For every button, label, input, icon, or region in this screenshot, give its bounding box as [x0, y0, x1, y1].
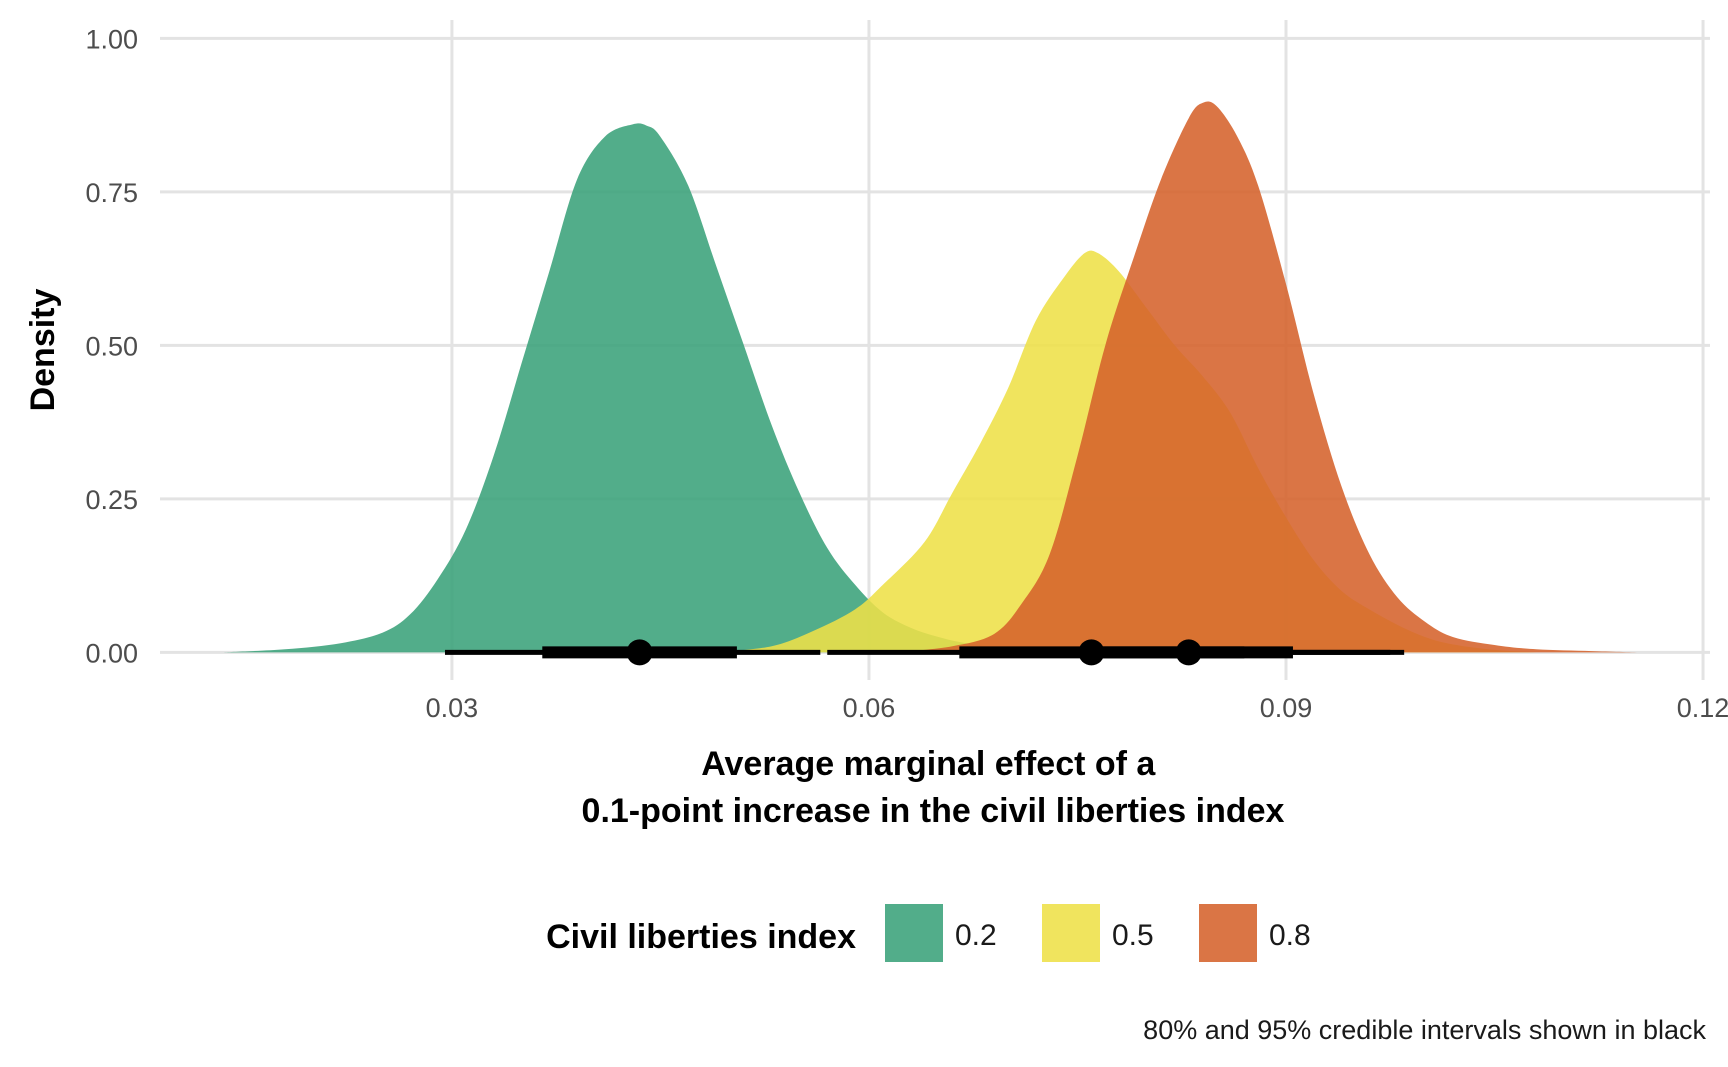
legend: Civil liberties index 0.2 0.5 0.8 [546, 904, 1311, 962]
x-axis-title-line-1: Average marginal effect of a [701, 745, 1156, 783]
credible-intervals [444, 639, 1405, 666]
x-tick-labels: 0.03 0.06 0.09 0.12 [426, 693, 1728, 723]
x-tick-label: 0.09 [1260, 693, 1313, 723]
legend-title: Civil liberties index [546, 918, 856, 956]
legend-key-0-5 [1042, 904, 1100, 962]
y-tick-label: 0.75 [85, 178, 138, 208]
y-tick-label: 0.00 [85, 638, 138, 668]
x-tick-label: 0.12 [1677, 693, 1728, 723]
x-tick-label: 0.03 [426, 693, 479, 723]
legend-key-0-8 [1199, 904, 1257, 962]
legend-label-0-8: 0.8 [1269, 919, 1311, 952]
legend-label-0-5: 0.5 [1112, 919, 1154, 952]
x-axis-title: Average marginal effect of a 0.1-point i… [582, 745, 1285, 830]
legend-label-0-2: 0.2 [955, 919, 997, 952]
density-area-0-8 [896, 101, 1641, 653]
median-point-0-8 [1175, 639, 1202, 666]
x-tick-label: 0.06 [843, 693, 896, 723]
density-areas [222, 101, 1641, 653]
y-axis-title: Density [24, 289, 62, 412]
density-area-0-2 [222, 123, 1106, 653]
x-axis-title-line-2: 0.1-point increase in the civil libertie… [582, 792, 1285, 830]
median-point-0-2 [626, 639, 653, 666]
legend-key-0-2 [885, 904, 943, 962]
y-tick-labels: 0.00 0.25 0.50 0.75 1.00 [85, 24, 138, 668]
y-tick-label: 1.00 [85, 24, 138, 54]
y-tick-label: 0.50 [85, 331, 138, 361]
legend-items: 0.2 0.5 0.8 [885, 904, 1311, 962]
y-tick-label: 0.25 [85, 485, 138, 515]
caption: 80% and 95% credible intervals shown in … [1143, 1015, 1706, 1045]
